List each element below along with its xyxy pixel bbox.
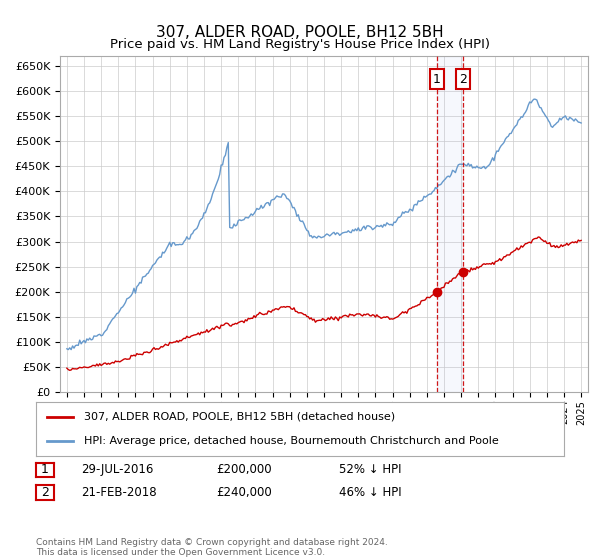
Text: 307, ALDER ROAD, POOLE, BH12 5BH (detached house): 307, ALDER ROAD, POOLE, BH12 5BH (detach… bbox=[83, 412, 395, 422]
Text: £200,000: £200,000 bbox=[216, 463, 272, 477]
Text: £240,000: £240,000 bbox=[216, 486, 272, 499]
Text: 52% ↓ HPI: 52% ↓ HPI bbox=[339, 463, 401, 477]
Text: 29-JUL-2016: 29-JUL-2016 bbox=[81, 463, 154, 477]
Text: 1: 1 bbox=[41, 463, 49, 477]
Text: 2: 2 bbox=[460, 73, 467, 86]
Text: HPI: Average price, detached house, Bournemouth Christchurch and Poole: HPI: Average price, detached house, Bour… bbox=[83, 436, 498, 446]
Text: 46% ↓ HPI: 46% ↓ HPI bbox=[339, 486, 401, 499]
Text: 1: 1 bbox=[433, 73, 440, 86]
Text: Price paid vs. HM Land Registry's House Price Index (HPI): Price paid vs. HM Land Registry's House … bbox=[110, 38, 490, 51]
Text: Contains HM Land Registry data © Crown copyright and database right 2024.
This d: Contains HM Land Registry data © Crown c… bbox=[36, 538, 388, 557]
Bar bbox=[437, 56, 463, 392]
Text: 21-FEB-2018: 21-FEB-2018 bbox=[81, 486, 157, 499]
Text: 2: 2 bbox=[41, 486, 49, 499]
Text: 307, ALDER ROAD, POOLE, BH12 5BH: 307, ALDER ROAD, POOLE, BH12 5BH bbox=[156, 25, 444, 40]
